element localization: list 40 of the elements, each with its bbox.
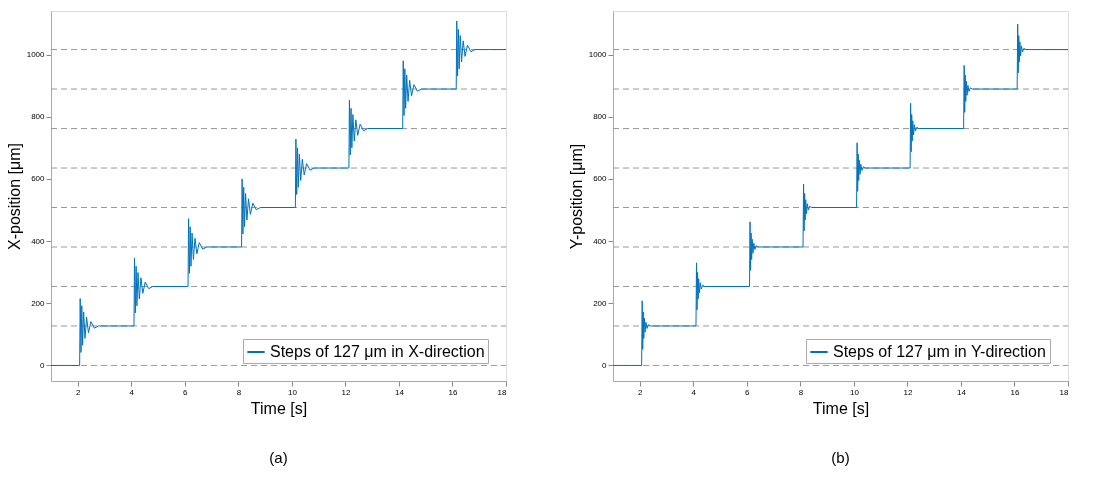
text: (a) — [269, 449, 288, 466]
x-tick-label: 16 — [1010, 387, 1020, 397]
x-tick-label: 6 — [183, 387, 189, 397]
y-tick-label: 600 — [31, 174, 46, 184]
y-axis-title: X-position [μm] — [5, 142, 23, 251]
x-tick-label: 4 — [129, 387, 135, 397]
x-tick-label: 18 — [1059, 387, 1070, 397]
x-tick-label: 2 — [638, 387, 644, 397]
text: (b) — [831, 449, 850, 466]
line-series — [51, 20, 506, 366]
x-tick-label: 12 — [903, 387, 913, 397]
x-tick-label: 14 — [956, 387, 967, 397]
y-tick-label: 400 — [593, 236, 608, 246]
y-tick-label: 0 — [40, 360, 46, 370]
y-tick-label: 600 — [593, 174, 608, 184]
y-axis-title: Y-position [μm] — [567, 143, 585, 250]
x-axis-title: Time [s] — [812, 399, 870, 417]
y-tick-label: 1000 — [26, 50, 46, 60]
x-tick-label: 12 — [341, 387, 351, 397]
x-tick-label: 8 — [798, 387, 804, 397]
x-tick-label: 10 — [287, 387, 298, 397]
x-tick-label: 10 — [849, 387, 860, 397]
line-series — [613, 23, 1068, 366]
x-tick-label: 8 — [236, 387, 242, 397]
x-axis-title: Time [s] — [250, 399, 308, 417]
y-tick-label: 400 — [31, 236, 46, 246]
x-tick-label: 16 — [448, 387, 458, 397]
x-tick-label: 18 — [497, 387, 508, 397]
y-tick-label: 0 — [602, 360, 608, 370]
x-tick-label: 6 — [745, 387, 751, 397]
y-tick-label: 800 — [593, 112, 608, 122]
x-tick-label: 2 — [76, 387, 82, 397]
x-tick-label: 14 — [394, 387, 405, 397]
x-tick-label: 4 — [691, 387, 697, 397]
y-tick-label: 200 — [593, 298, 608, 308]
y-tick-label: 1000 — [588, 50, 608, 60]
legend-label: Steps of 127 μm in X-direction — [270, 343, 485, 360]
y-tick-label: 200 — [31, 298, 46, 308]
legend-label: Steps of 127 μm in Y-direction — [833, 343, 1046, 360]
y-tick-label: 800 — [31, 112, 46, 122]
